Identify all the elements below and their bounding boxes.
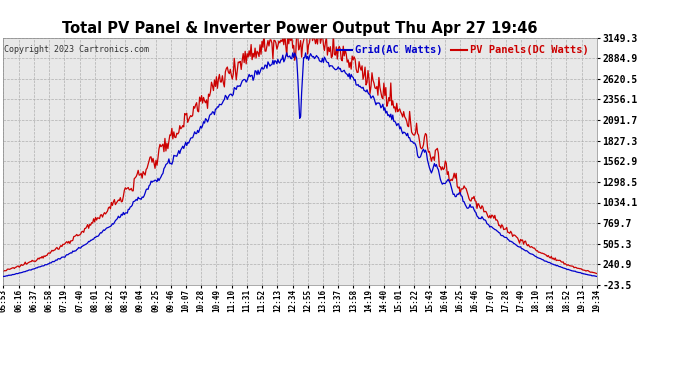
Text: Copyright 2023 Cartronics.com: Copyright 2023 Cartronics.com [4,45,149,54]
Legend: Grid(AC Watts), PV Panels(DC Watts): Grid(AC Watts), PV Panels(DC Watts) [337,45,589,55]
Title: Total PV Panel & Inverter Power Output Thu Apr 27 19:46: Total PV Panel & Inverter Power Output T… [62,21,538,36]
